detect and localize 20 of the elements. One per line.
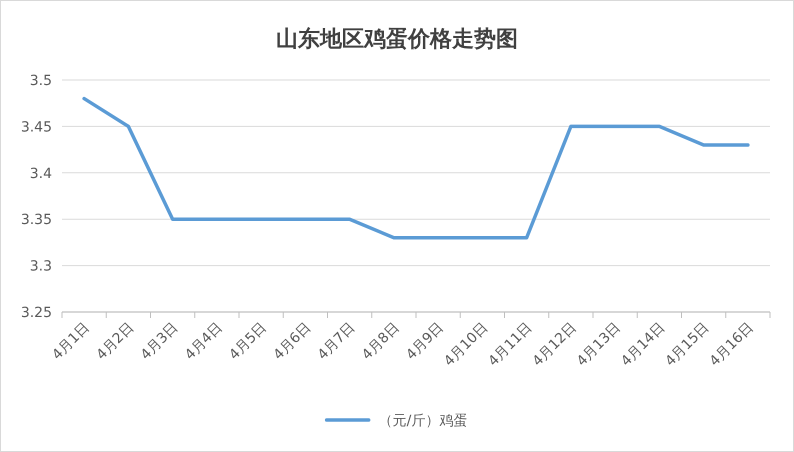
x-tick-label: 4月8日 [358,320,403,364]
y-tick-label: 3.4 [30,166,52,182]
title: 山东地区鸡蛋价格走势图 [276,26,518,51]
x-tick-label: 4月5日 [226,320,270,364]
x-tick-label: 4月12日 [530,320,580,370]
x-tick-label: 4月1日 [49,320,93,364]
y-tick-label: 3.3 [30,258,52,275]
legend-label: （元/斤）鸡蛋 [378,413,468,429]
x-tick-label: 4月3日 [138,320,182,364]
x-tick-label: 4月16日 [706,320,757,370]
y-tick-label: 3.5 [30,73,52,89]
x-tick-label: 4月2日 [93,320,138,364]
y-tick-label: 3.45 [20,119,52,136]
legend: （元/斤）鸡蛋 [324,413,468,429]
x-tick-label: 4月4日 [182,320,226,364]
x-tick-label: 4月7日 [314,320,358,364]
x-tick-label: 4月14日 [618,320,668,370]
y-tick-label: 3.35 [20,212,52,228]
x-tick-label: 4月6日 [270,320,314,364]
y-tick-label: 3.25 [20,305,52,321]
